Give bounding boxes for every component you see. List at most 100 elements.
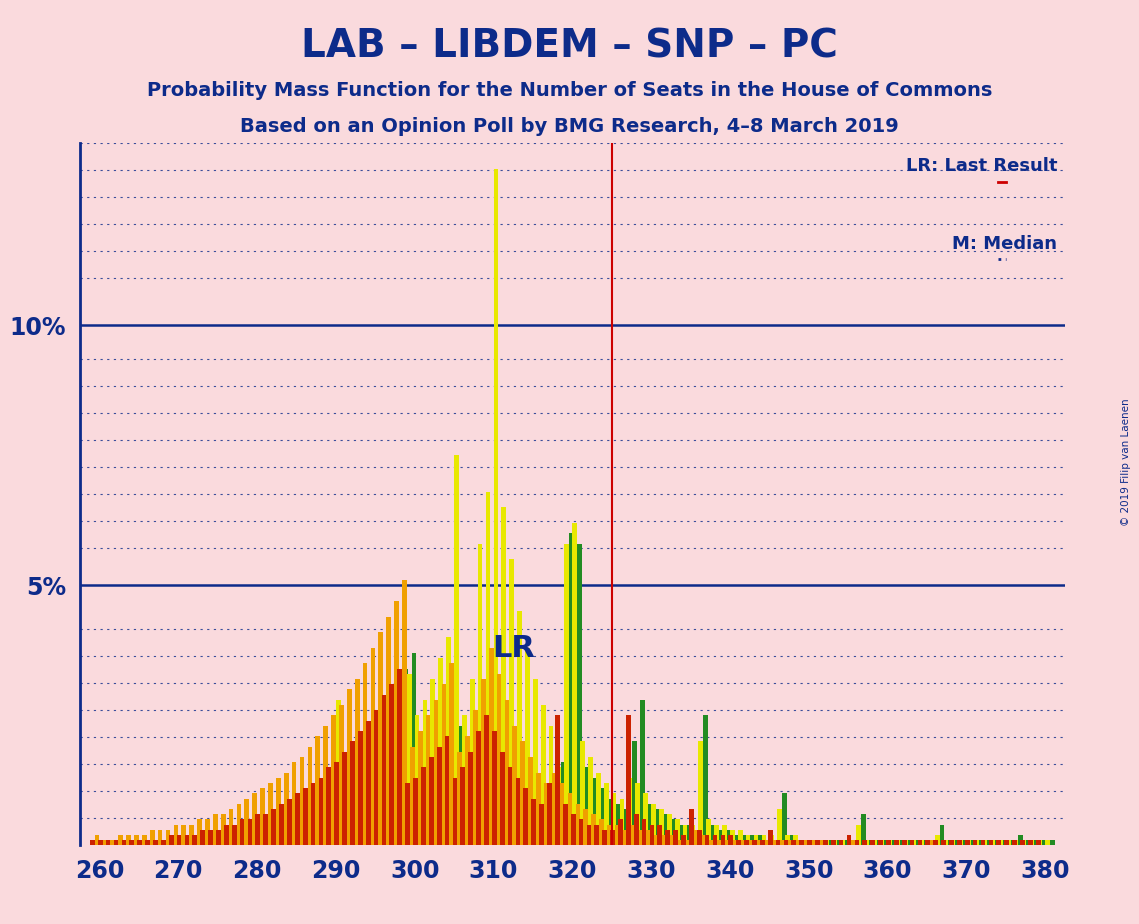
Bar xyxy=(690,824,695,845)
Bar xyxy=(754,835,759,845)
Bar xyxy=(801,840,805,845)
Bar xyxy=(808,840,812,845)
Bar xyxy=(358,731,362,845)
Bar xyxy=(446,638,451,845)
Bar xyxy=(185,835,189,845)
Bar xyxy=(846,835,851,845)
Bar xyxy=(538,778,542,845)
Bar xyxy=(284,772,288,845)
Bar xyxy=(746,835,751,845)
Bar xyxy=(500,752,505,845)
Bar xyxy=(192,835,197,845)
Bar xyxy=(276,778,280,845)
Bar xyxy=(595,824,599,845)
Bar xyxy=(994,840,1000,845)
Bar xyxy=(990,840,994,845)
Bar xyxy=(260,788,265,845)
Bar xyxy=(380,711,385,845)
Bar xyxy=(607,824,612,845)
Bar xyxy=(916,840,920,845)
Text: M: Median: M: Median xyxy=(952,235,1057,252)
Bar xyxy=(328,783,333,845)
Bar xyxy=(579,820,583,845)
Bar xyxy=(218,830,222,845)
Bar xyxy=(626,715,631,845)
Bar xyxy=(562,762,566,845)
Bar xyxy=(1005,840,1009,845)
Bar xyxy=(230,824,235,845)
Bar xyxy=(662,835,667,845)
Bar xyxy=(924,840,928,845)
Bar xyxy=(982,840,986,845)
Bar xyxy=(587,824,591,845)
Bar xyxy=(649,824,654,845)
Bar xyxy=(830,840,836,845)
Bar xyxy=(547,783,552,845)
Bar xyxy=(837,840,842,845)
Bar xyxy=(442,684,446,845)
Bar xyxy=(919,840,924,845)
Bar xyxy=(673,830,678,845)
Bar xyxy=(768,830,772,845)
Bar xyxy=(481,679,485,845)
Bar xyxy=(213,814,218,845)
Bar xyxy=(263,814,268,845)
Bar xyxy=(265,820,270,845)
Bar xyxy=(249,824,254,845)
Bar xyxy=(513,726,517,845)
Bar xyxy=(849,840,853,845)
Bar xyxy=(784,840,788,845)
Bar xyxy=(967,840,972,845)
Bar xyxy=(95,835,99,845)
Bar xyxy=(705,835,710,845)
Bar xyxy=(951,840,956,845)
Bar xyxy=(641,820,647,845)
Bar xyxy=(821,840,826,845)
Bar xyxy=(788,840,793,845)
Bar xyxy=(165,830,171,845)
Bar xyxy=(497,674,501,845)
Bar xyxy=(382,695,386,845)
Bar xyxy=(177,835,181,845)
Bar xyxy=(734,840,738,845)
Bar xyxy=(317,783,321,845)
Bar xyxy=(632,741,637,845)
Bar xyxy=(1050,840,1055,845)
Bar xyxy=(374,711,378,845)
Bar xyxy=(816,840,820,845)
Bar xyxy=(280,814,286,845)
Bar xyxy=(972,840,976,845)
Bar xyxy=(902,840,907,845)
Bar xyxy=(797,840,803,845)
Bar xyxy=(631,824,636,845)
Bar xyxy=(475,762,480,845)
Bar xyxy=(1014,840,1018,845)
Bar xyxy=(451,736,456,845)
Bar xyxy=(735,835,739,845)
Bar xyxy=(436,747,442,845)
Bar xyxy=(1018,835,1023,845)
Bar xyxy=(549,726,554,845)
Bar xyxy=(110,840,115,845)
Bar xyxy=(559,783,565,845)
Bar xyxy=(415,715,419,845)
Bar xyxy=(575,804,580,845)
Bar xyxy=(118,835,123,845)
Bar xyxy=(973,840,977,845)
Bar xyxy=(183,835,188,845)
Bar xyxy=(986,840,992,845)
Bar xyxy=(698,741,703,845)
Bar xyxy=(563,804,567,845)
Bar xyxy=(476,731,481,845)
Bar xyxy=(918,840,923,845)
Bar xyxy=(413,778,418,845)
Bar xyxy=(372,721,377,845)
Bar xyxy=(591,814,596,845)
Bar xyxy=(517,612,522,845)
Bar xyxy=(1006,840,1010,845)
Bar xyxy=(536,772,541,845)
Bar xyxy=(664,814,669,845)
Bar xyxy=(608,798,613,845)
Bar xyxy=(336,699,341,845)
Bar xyxy=(470,679,475,845)
